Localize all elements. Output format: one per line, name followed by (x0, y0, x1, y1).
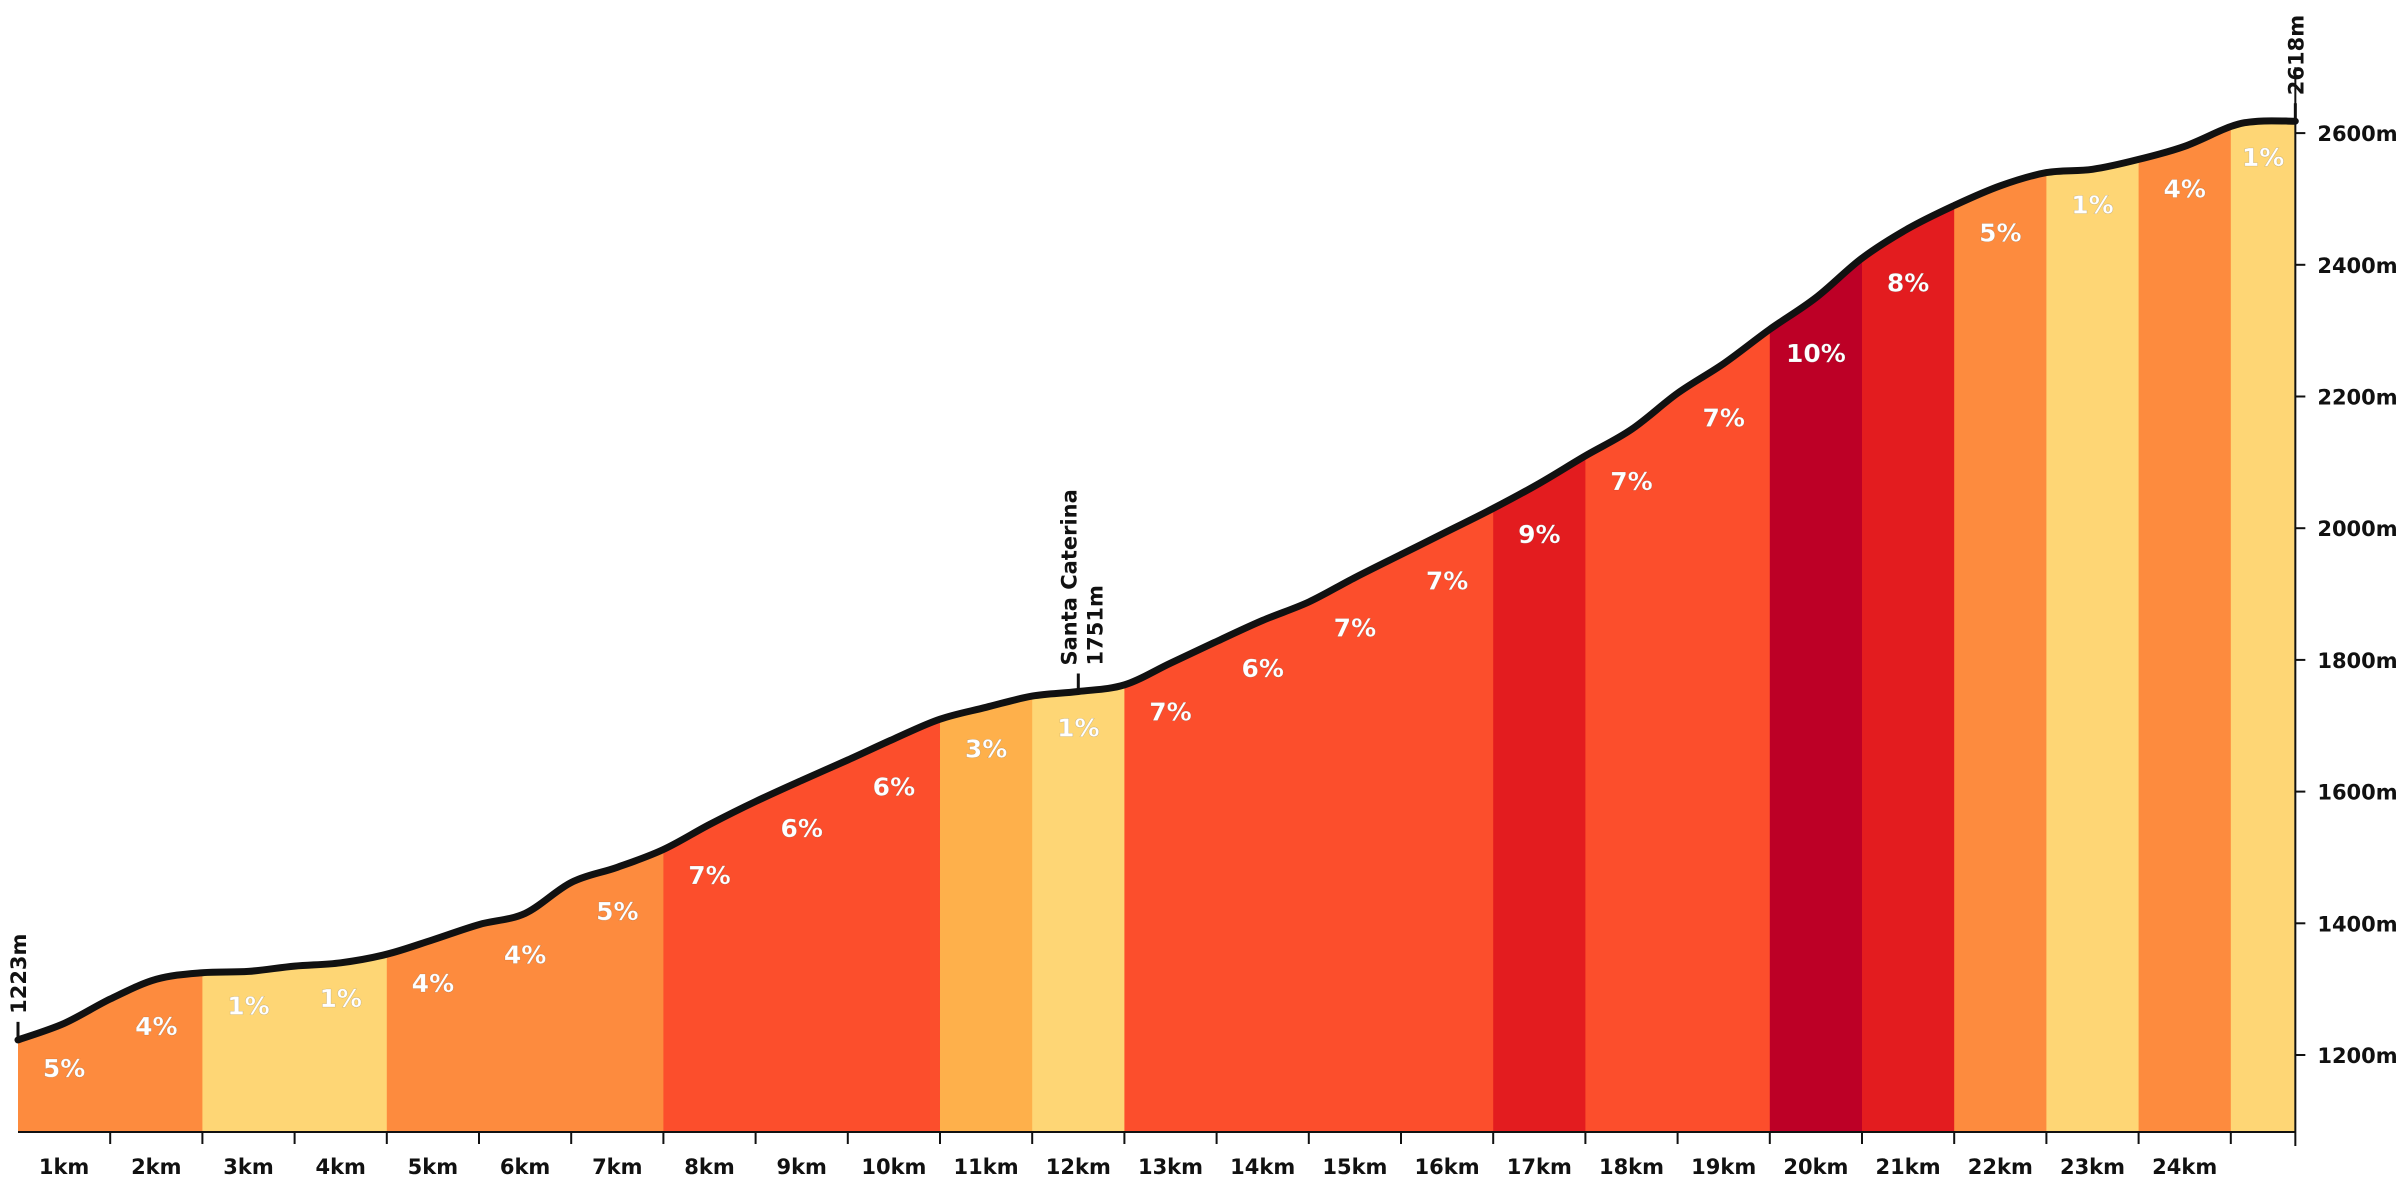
marker-label: Santa Caterina 1751m (1057, 489, 1107, 665)
grade-segment (202, 120, 296, 1132)
y-tick-label: 2000m (2317, 517, 2397, 541)
x-tick-label: 6km (500, 1155, 550, 1179)
marker-label: 1223m (7, 934, 31, 1014)
x-tick-label: 3km (223, 1155, 273, 1179)
marker-label: 2618m (2284, 15, 2308, 95)
grade-label: 8% (1887, 268, 1929, 297)
y-tick-label: 1400m (2317, 912, 2397, 936)
grade-label: 1% (319, 984, 361, 1013)
grade-segment (110, 120, 203, 1132)
grade-label: 1% (1057, 714, 1099, 743)
x-tick-label: 7km (592, 1155, 642, 1179)
grade-label: 4% (412, 969, 454, 998)
y-tick-label: 2400m (2317, 254, 2397, 278)
x-tick-label: 18km (1599, 1155, 1664, 1179)
grade-label: 6% (873, 773, 915, 802)
grade-label: 7% (1149, 697, 1191, 726)
x-tick-label: 20km (1783, 1155, 1848, 1179)
grade-label: 5% (43, 1054, 85, 1083)
grade-label: 5% (596, 897, 638, 926)
y-tick-label: 1200m (2317, 1044, 2397, 1068)
grade-label: 9% (1518, 520, 1560, 549)
grade-label: 1% (227, 991, 269, 1020)
x-tick-label: 14km (1230, 1155, 1295, 1179)
grade-segment (663, 120, 757, 1132)
point-markers: 1223m Santa Caterina 1751m 2618m (7, 15, 2308, 1040)
y-tick-label: 1800m (2317, 649, 2397, 673)
grade-label: 1% (2071, 191, 2113, 220)
x-tick-label: 16km (1415, 1155, 1480, 1179)
grade-label: 7% (688, 861, 730, 890)
grade-label: 10% (1786, 339, 1846, 368)
grade-segment (18, 120, 111, 1132)
x-tick-label: 23km (2060, 1155, 2125, 1179)
x-tick-label: 4km (315, 1155, 365, 1179)
x-tick-label: 13km (1138, 1155, 1203, 1179)
x-tick-label: 2km (131, 1155, 181, 1179)
grade-label: 4% (2163, 175, 2205, 204)
x-tick-label: 1km (39, 1155, 89, 1179)
marker-name: Santa Caterina (1057, 489, 1081, 665)
grade-label: 7% (1334, 614, 1376, 643)
grade-segment (1954, 120, 2047, 1132)
y-tick-label: 2600m (2317, 122, 2397, 146)
marker-elevation: 1223m (7, 934, 31, 1014)
grade-segment (2138, 120, 2232, 1132)
marker-elevation: 1751m (1083, 585, 1107, 665)
grade-segment (2230, 120, 2296, 1132)
x-axis: 1km 2km 3km 4km 5km 6km 7km 8km 9km 10km 11km 12km 1… (18, 1131, 2296, 1179)
grade-labels: 5% 4% 1% 1% 4% 4% 5% 7% 6% 6% 3% 1% 7% 6% 7% 7% 9% 7% 7% 10… (43, 143, 2285, 1084)
grade-label: 7% (1702, 403, 1744, 432)
grade-segment (1216, 120, 1310, 1132)
grade-label: 4% (135, 1012, 177, 1041)
grade-label: 6% (1241, 654, 1283, 683)
grade-segment (1862, 120, 1955, 1132)
x-tick-label: 15km (1322, 1155, 1387, 1179)
grade-label: 3% (965, 735, 1007, 764)
x-tick-label: 12km (1046, 1155, 1111, 1179)
y-tick-label: 1600m (2317, 781, 2397, 805)
x-tick-label: 21km (1876, 1155, 1941, 1179)
grade-label: 6% (780, 814, 822, 843)
x-tick-label: 5km (408, 1155, 458, 1179)
grade-segment (1677, 120, 1771, 1132)
grade-segment (1308, 120, 1402, 1132)
grade-label: 7% (1426, 567, 1468, 596)
grade-segment (386, 120, 480, 1132)
grade-segment (755, 120, 849, 1132)
marker-elevation: 2618m (2284, 15, 2308, 95)
x-tick-label: 9km (776, 1155, 826, 1179)
grade-label: 5% (1979, 219, 2021, 248)
grade-segment (1124, 120, 1218, 1132)
grade-segment (1769, 120, 1863, 1132)
x-tick-label: 10km (861, 1155, 926, 1179)
grade-segment (2046, 120, 2140, 1132)
x-tick-label: 24km (2152, 1155, 2217, 1179)
x-tick-label: 22km (1968, 1155, 2033, 1179)
grade-segment (847, 120, 941, 1132)
x-tick-label: 17km (1507, 1155, 1572, 1179)
elevation-profile-line (14, 117, 2299, 1044)
grade-label: 7% (1610, 467, 1652, 496)
grade-label: 4% (504, 940, 546, 969)
grade-segment (1585, 120, 1679, 1132)
y-tick-label: 2200m (2317, 386, 2397, 410)
y-axis: 1200m 1400m 1600m 1800m 2000m 2200m 2400m 2600m (2294, 67, 2398, 1146)
x-tick-label: 19km (1691, 1155, 1756, 1179)
grade-label: 1% (2242, 143, 2284, 172)
grade-segment (1493, 120, 1586, 1132)
x-tick-label: 8km (684, 1155, 734, 1179)
grade-segment (571, 120, 664, 1132)
x-tick-label: 11km (954, 1155, 1019, 1179)
grade-segment (940, 120, 1033, 1132)
